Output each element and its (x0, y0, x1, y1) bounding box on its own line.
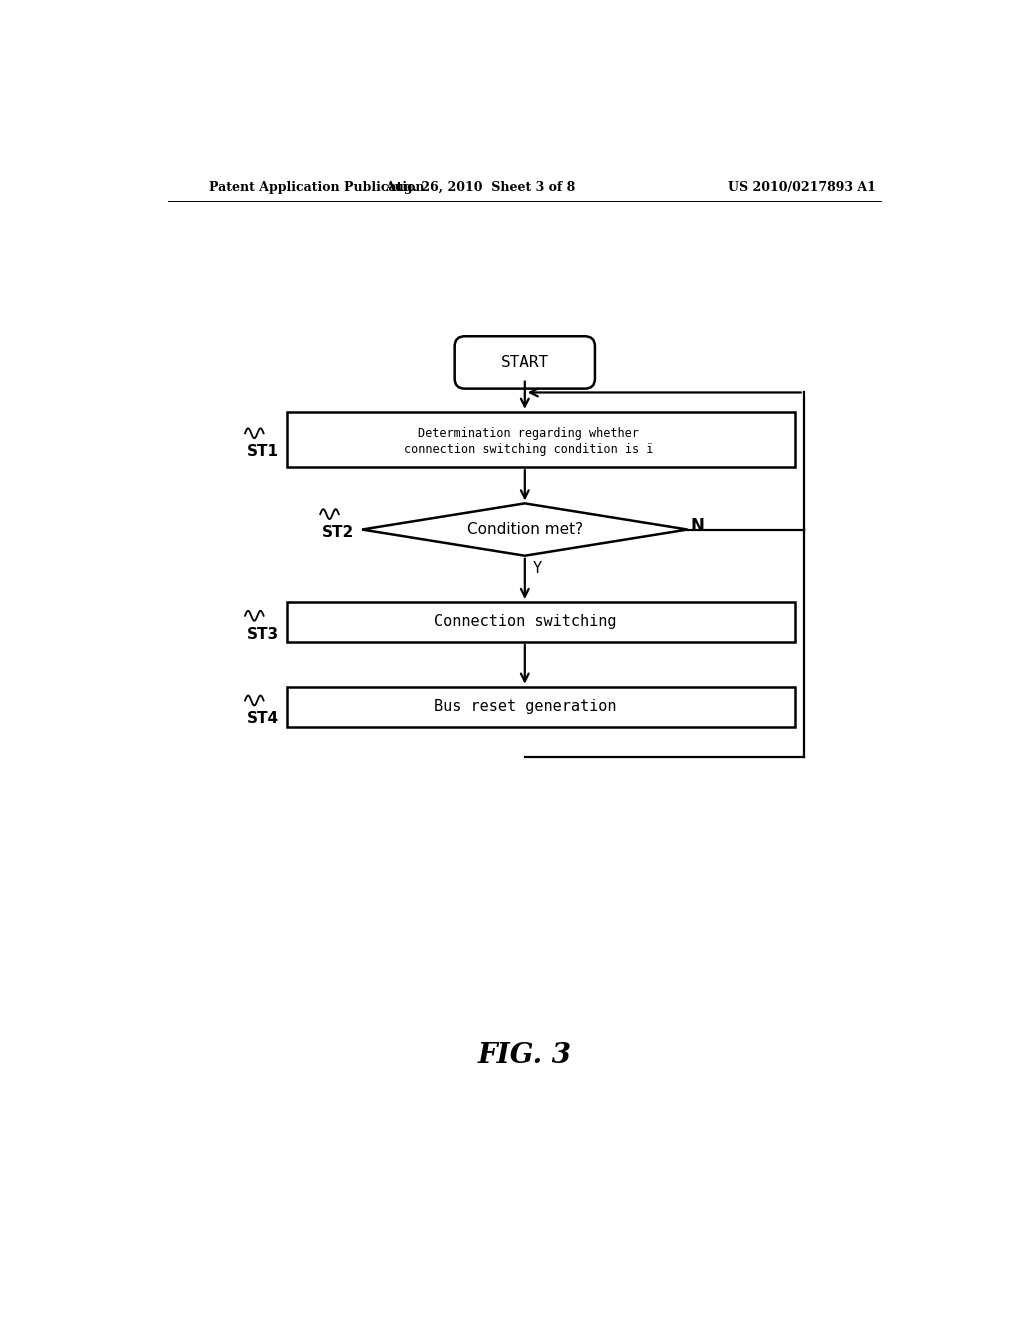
FancyBboxPatch shape (455, 337, 595, 388)
Text: US 2010/0217893 A1: US 2010/0217893 A1 (728, 181, 877, 194)
Text: Aug. 26, 2010  Sheet 3 of 8: Aug. 26, 2010 Sheet 3 of 8 (385, 181, 575, 194)
Text: Bus reset generation: Bus reset generation (433, 700, 616, 714)
Text: Condition met?: Condition met? (467, 521, 583, 537)
Bar (287, 412, 795, 467)
Bar (287, 602, 795, 642)
Text: ST2: ST2 (322, 525, 354, 540)
Text: Y: Y (532, 561, 542, 577)
Text: ST1: ST1 (247, 445, 279, 459)
Text: connection switching condition is ï: connection switching condition is ï (404, 444, 653, 455)
Text: Determination regarding whether: Determination regarding whether (418, 426, 639, 440)
Text: N: N (690, 517, 705, 536)
Text: START: START (501, 355, 549, 370)
Text: ST3: ST3 (247, 627, 279, 642)
Bar (287, 686, 795, 726)
Text: FIG. 3: FIG. 3 (478, 1041, 571, 1069)
Polygon shape (362, 503, 687, 556)
Text: Patent Application Publication: Patent Application Publication (209, 181, 425, 194)
Text: Connection switching: Connection switching (433, 614, 616, 630)
Text: ST4: ST4 (247, 711, 279, 726)
